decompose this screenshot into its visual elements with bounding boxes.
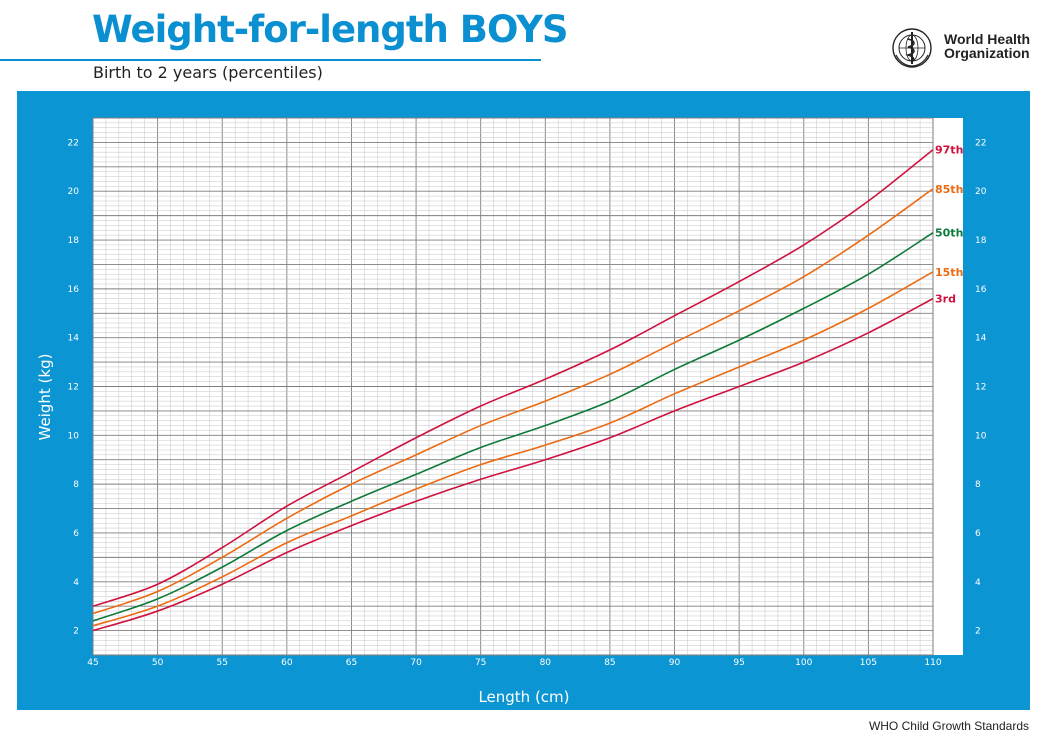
x-tick-label: 80 [540, 658, 552, 668]
percentile-line-3rd [92, 297, 934, 632]
x-tick-label: 110 [924, 658, 941, 668]
percentile-line-15th [92, 271, 934, 627]
percentile-line-97th [92, 149, 934, 607]
percentile-label-3rd: 3rd [935, 293, 956, 306]
y-tick-label-left: 6 [73, 529, 79, 539]
y-axis-label: Weight (kg) [36, 354, 54, 441]
percentile-label-97th: 97th [935, 144, 963, 157]
x-tick-label: 60 [281, 658, 293, 668]
y-tick-label-left: 12 [68, 383, 79, 393]
y-tick-label-right: 12 [975, 383, 986, 393]
y-tick-label-left: 8 [73, 480, 79, 490]
organization-name-line1: World Health [944, 31, 1031, 47]
x-tick-label: 50 [152, 658, 164, 668]
series [92, 149, 934, 632]
page-subtitle: Birth to 2 years (percentiles) [93, 63, 323, 82]
series-labels: 97th 85th 50th 15th 3rd [935, 144, 963, 306]
x-tick-label: 65 [346, 658, 357, 668]
percentile-line-50th [92, 232, 934, 622]
y-tick-label-left: 16 [68, 285, 80, 295]
y-tick-label-left: 22 [68, 138, 79, 148]
y-tick-label-right: 2 [975, 627, 981, 637]
y-tick-label-left: 14 [68, 334, 80, 344]
x-tick-label: 95 [733, 658, 744, 668]
percentile-label-15th: 15th [935, 266, 963, 279]
x-tick-label: 55 [217, 658, 228, 668]
y-tick-label-right: 22 [975, 138, 986, 148]
y-tick-label-left: 20 [68, 187, 80, 197]
x-tick-label: 85 [604, 658, 615, 668]
x-tick-label: 70 [410, 658, 422, 668]
x-axis-label: Length (cm) [478, 688, 569, 706]
y-tick-label-left: 4 [73, 578, 79, 588]
y-tick-label-right: 6 [975, 529, 981, 539]
x-tick-label: 90 [669, 658, 681, 668]
right-axis-strip [933, 118, 963, 655]
x-tick-label: 75 [475, 658, 486, 668]
organization-name-line2: Organization [944, 45, 1030, 61]
page-title: Weight-for-length BOYS [92, 8, 569, 51]
title-underline [0, 59, 541, 61]
x-tick-label: 45 [87, 658, 98, 668]
percentile-label-50th: 50th [935, 227, 963, 240]
y-tick-label-left: 2 [73, 627, 79, 637]
grid [92, 117, 934, 656]
plot-frame [92, 117, 934, 656]
who-emblem-icon [892, 28, 932, 68]
x-tick-label: 105 [860, 658, 877, 668]
y-tick-label-right: 20 [975, 187, 987, 197]
organization-name: World Health Organization [944, 32, 1051, 60]
y-tick-label-right: 16 [975, 285, 987, 295]
y-tick-label-right: 4 [975, 578, 981, 588]
x-tick-label: 100 [795, 658, 812, 668]
y-tick-label-left: 10 [68, 431, 80, 441]
footer-text: WHO Child Growth Standards [868, 719, 1029, 733]
y-tick-label-right: 14 [975, 334, 987, 344]
y-tick-label-right: 8 [975, 480, 981, 490]
y-tick-label-right: 18 [975, 236, 987, 246]
y-tick-label-right: 10 [975, 431, 987, 441]
percentile-line-85th [92, 188, 934, 615]
percentile-label-85th: 85th [935, 183, 963, 196]
y-tick-label-left: 18 [68, 236, 80, 246]
